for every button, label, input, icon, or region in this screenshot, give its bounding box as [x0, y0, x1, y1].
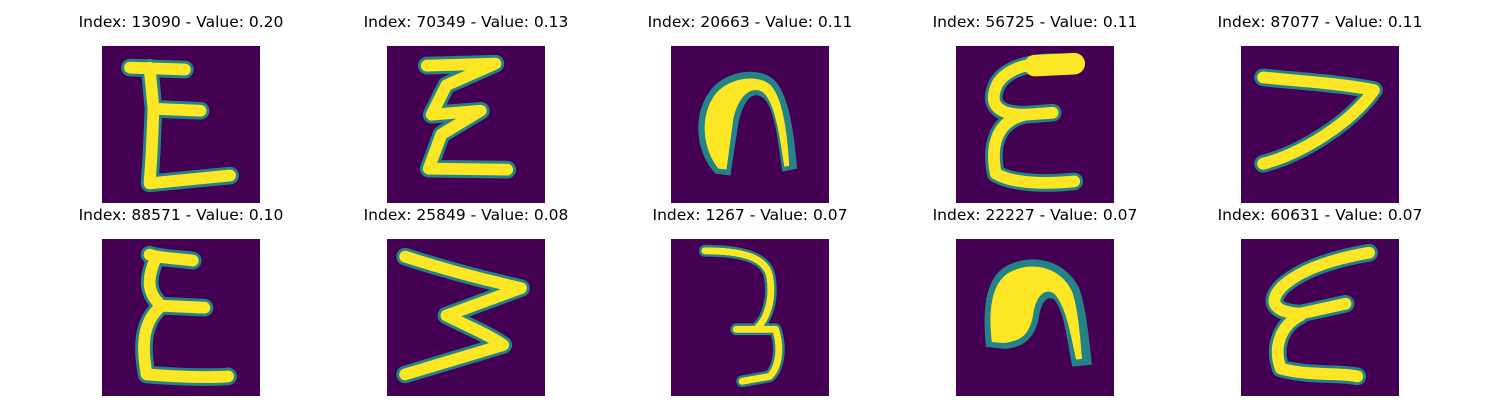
digit-image-e: [956, 46, 1114, 203]
digit-image-e: [387, 46, 545, 203]
panel-title: Index: 87077 - Value: 0.11: [1217, 13, 1423, 31]
panel-title: Index: 1267 - Value: 0.07: [652, 206, 848, 224]
image-panel: Index: 70349 - Value: 0.13: [364, 12, 568, 203]
image-panel: Index: 13090 - Value: 0.20: [79, 12, 283, 203]
image-panel: Index: 20663 - Value: 0.11: [648, 12, 852, 203]
panel-title: Index: 88571 - Value: 0.10: [78, 206, 284, 224]
digit-image-w: [387, 239, 545, 396]
panel-title: Index: 20663 - Value: 0.11: [647, 13, 853, 31]
panel-title: Index: 60631 - Value: 0.07: [1217, 206, 1423, 224]
panel-title: Index: 70349 - Value: 0.13: [363, 13, 569, 31]
image-panel: Index: 1267 - Value: 0.07: [653, 205, 847, 396]
digit-image-n: [956, 239, 1114, 396]
image-panel: Index: 60631 - Value: 0.07: [1218, 205, 1422, 396]
digit-image-e: [102, 239, 260, 396]
image-panel: Index: 88571 - Value: 0.10: [79, 205, 283, 396]
panel-title: Index: 56725 - Value: 0.11: [932, 13, 1138, 31]
panel-title: Index: 22227 - Value: 0.07: [932, 206, 1138, 224]
digit-image-n: [671, 46, 829, 203]
image-panel: Index: 87077 - Value: 0.11: [1218, 12, 1422, 203]
panel-title: Index: 25849 - Value: 0.08: [363, 206, 569, 224]
digit-image-e: [102, 46, 260, 203]
digit-image-e: [1241, 239, 1399, 396]
digit-image-7: [1241, 46, 1399, 203]
panel-title: Index: 13090 - Value: 0.20: [78, 13, 284, 31]
image-panel: Index: 25849 - Value: 0.08: [364, 205, 568, 396]
image-panel: Index: 22227 - Value: 0.07: [933, 205, 1137, 396]
digit-image-3: [671, 239, 829, 396]
image-panel: Index: 56725 - Value: 0.11: [933, 12, 1137, 203]
